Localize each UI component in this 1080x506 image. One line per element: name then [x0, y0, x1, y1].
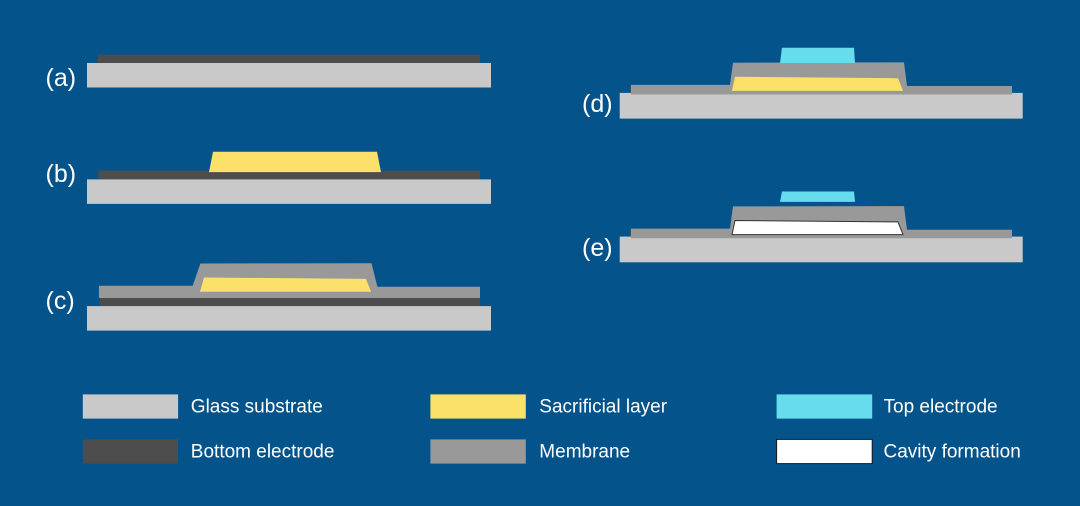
svg-text:(a): (a) — [46, 64, 77, 92]
svg-text:(d): (d) — [582, 90, 613, 118]
svg-text:Cavity formation: Cavity formation — [884, 442, 1021, 463]
svg-text:(e): (e) — [582, 234, 613, 262]
svg-text:Sacrificial layer: Sacrificial layer — [539, 397, 667, 418]
svg-text:(b): (b) — [46, 160, 77, 188]
svg-text:Glass substrate: Glass substrate — [191, 397, 323, 418]
svg-text:Membrane: Membrane — [539, 442, 630, 463]
svg-text:(c): (c) — [46, 287, 75, 315]
svg-text:Top electrode: Top electrode — [884, 397, 998, 418]
svg-text:Bottom electrode: Bottom electrode — [191, 442, 335, 463]
